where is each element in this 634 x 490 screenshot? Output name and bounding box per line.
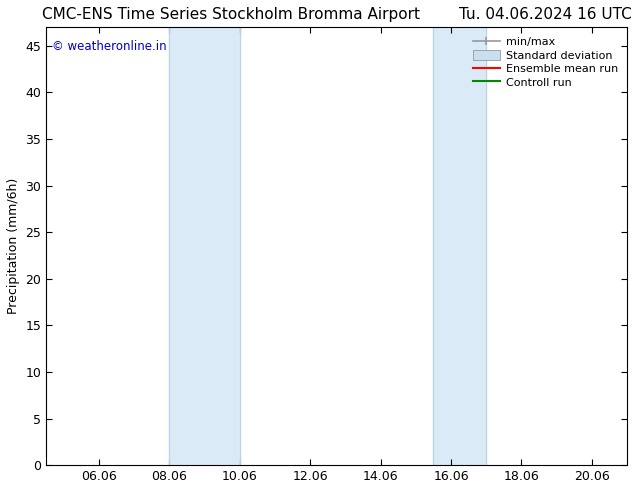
Text: © weatheronline.in: © weatheronline.in [52, 40, 167, 53]
Bar [434, 27, 486, 465]
Y-axis label: Precipitation (mm/6h): Precipitation (mm/6h) [7, 178, 20, 315]
Bar [169, 27, 240, 465]
Legend: min/max, Standard deviation, Ensemble mean run, Controll run: min/max, Standard deviation, Ensemble me… [469, 33, 621, 91]
Title: CMC-ENS Time Series Stockholm Bromma Airport        Tu. 04.06.2024 16 UTC: CMC-ENS Time Series Stockholm Bromma Air… [42, 7, 631, 22]
